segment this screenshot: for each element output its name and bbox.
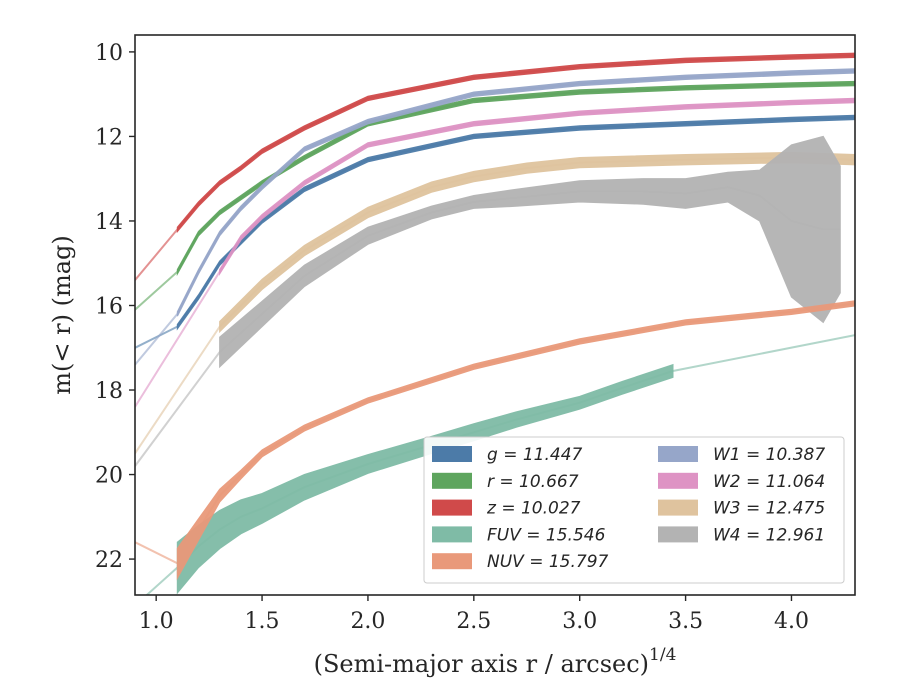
band-z xyxy=(176,52,855,234)
legend-label-fuv: FUV = 15.546 xyxy=(487,525,606,545)
y-tick-label: 16 xyxy=(95,294,123,319)
legend-label-w2: W2 = 11.064 xyxy=(713,472,825,492)
band-r xyxy=(176,80,855,277)
band-fuv xyxy=(176,363,674,595)
axes: 1.0 1.5 2.0 2.5 3.0 3.5 4.0 10 12 14 16 18 20 22 (Semi… xyxy=(48,34,856,678)
x-tick-label: 4.0 xyxy=(774,609,809,634)
plot-area xyxy=(135,52,855,595)
x-axis-label: (Semi-major axis r / arcsec)1/4 xyxy=(314,645,677,678)
legend-label-w4: W4 = 12.961 xyxy=(713,525,825,545)
y-tick-label: 10 xyxy=(95,41,123,66)
x-tick-label: 2.5 xyxy=(456,609,491,634)
x-tick-label: 3.5 xyxy=(668,609,703,634)
legend-swatch-fuv xyxy=(432,526,472,543)
legend-label-nuv: NUV = 15.797 xyxy=(487,552,609,572)
legend-swatch-w2 xyxy=(658,472,698,489)
legend-swatch-w4 xyxy=(658,526,698,543)
legend: g = 11.447 r = 10.667 z = 10.027 FUV = 15.5… xyxy=(423,436,845,584)
y-tick-label: 18 xyxy=(95,379,123,404)
x-axis-label-superscript: 1/4 xyxy=(649,645,676,665)
y-tick-label: 20 xyxy=(95,464,123,489)
legend-swatch-z xyxy=(432,499,472,516)
y-tick-label: 14 xyxy=(95,210,123,235)
legend-swatch-r xyxy=(432,472,472,489)
legend-swatch-w1 xyxy=(658,446,698,462)
x-tick-label: 1.0 xyxy=(139,609,174,634)
band-w1 xyxy=(176,68,855,317)
band-w2 xyxy=(219,97,855,276)
legend-box xyxy=(423,436,845,584)
x-tick-label: 2.0 xyxy=(350,609,385,634)
legend-label-z: z = 10.027 xyxy=(486,499,581,519)
band-nuv xyxy=(176,300,855,581)
band-w3 xyxy=(219,151,855,334)
y-axis-label: m(< r) (mag) xyxy=(48,235,76,394)
x-tick-label: 3.0 xyxy=(562,609,597,634)
y-tick-label: 12 xyxy=(95,125,123,150)
legend-label-r: r = 10.667 xyxy=(487,472,579,492)
legend-swatch-g xyxy=(432,446,472,462)
legend-swatch-nuv xyxy=(432,553,472,570)
y-tick-label: 22 xyxy=(95,548,123,573)
legend-swatch-w3 xyxy=(658,499,698,516)
x-tick-label: 1.5 xyxy=(245,609,280,634)
legend-label-g: g = 11.447 xyxy=(487,445,583,465)
legend-label-w1: W1 = 10.387 xyxy=(713,445,825,465)
legend-label-w3: W3 = 12.475 xyxy=(713,499,825,519)
plot-frame xyxy=(134,34,856,596)
band-w4 xyxy=(219,135,841,369)
